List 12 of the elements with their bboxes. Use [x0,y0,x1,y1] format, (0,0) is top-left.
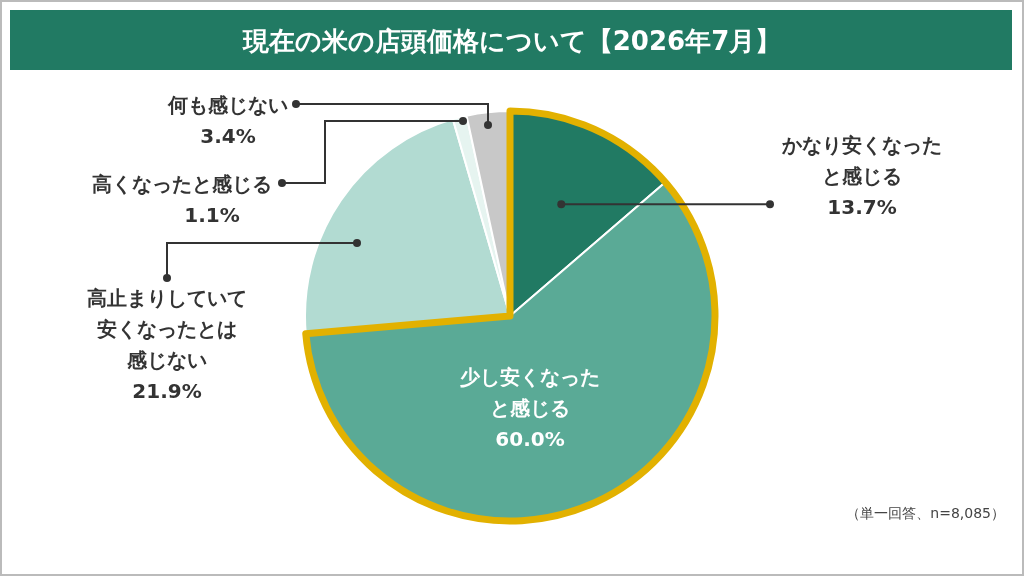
data-label: 21.9% [132,379,202,403]
data-label: 3.4% [200,124,256,148]
data-label: 1.1% [184,203,240,227]
chart-title: 現在の米の店頭価格について【2026年7月】 [241,26,782,56]
data-label: 60.0% [495,427,565,451]
slice-label: かなり安くなったと感じる [781,133,942,188]
slice-label: 高くなったと感じる [92,172,272,196]
data-label: 13.7% [827,195,897,219]
slice-label: 少し安くなったと感じる [460,365,600,420]
slice-label: 高止まりしていて安くなったとは感じない [87,286,247,372]
slice-label: 何も感じない [167,93,288,117]
text: （単一回答、n=8,085） [846,505,1005,521]
